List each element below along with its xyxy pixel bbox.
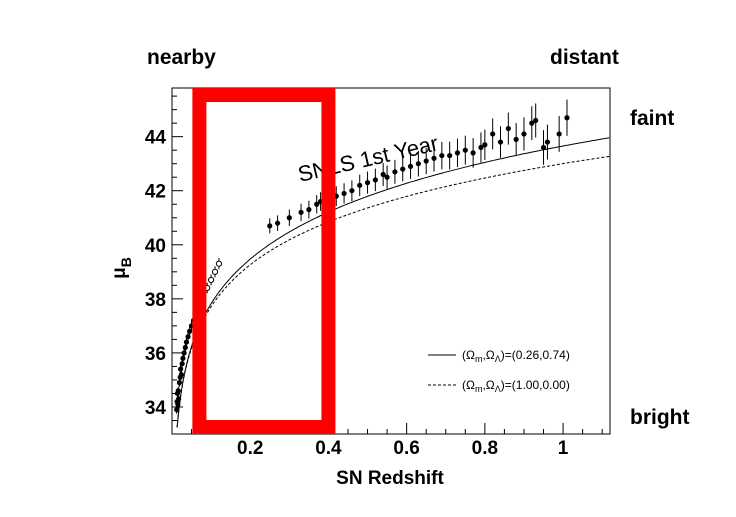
data-point <box>407 163 414 169</box>
data-point <box>513 136 519 142</box>
data-point <box>454 150 461 156</box>
legend-entry-1: (Ωm,ΩΛ)=(0.26,0.74) <box>462 348 570 364</box>
data-point <box>182 344 188 351</box>
label-nearby: nearby <box>147 46 216 69</box>
data-point <box>482 142 488 148</box>
highlight-region <box>192 88 336 434</box>
data-point <box>176 380 183 386</box>
data-point <box>447 152 453 159</box>
y-axis-title-sub: B <box>118 257 134 267</box>
data-point <box>314 201 320 207</box>
curve-lcdm <box>176 137 610 428</box>
data-point <box>372 177 378 183</box>
data-point <box>384 174 390 180</box>
y-tick-label: 34 <box>145 398 167 419</box>
data-point <box>439 152 445 159</box>
x-tick-label: 1 <box>558 438 569 459</box>
data-point <box>380 171 386 178</box>
data-point <box>175 401 181 407</box>
label-distant: distant <box>550 46 619 69</box>
x-tick-label: 0.2 <box>237 438 263 459</box>
data-point <box>274 220 281 226</box>
y-axis-title: μB <box>109 257 134 279</box>
data-point <box>174 407 180 413</box>
x-tick-label: 0.6 <box>393 438 419 459</box>
data-point <box>176 396 182 402</box>
model-curves <box>176 137 610 428</box>
data-point <box>186 328 193 334</box>
data-point <box>462 147 468 153</box>
data-point <box>564 115 570 121</box>
data-point <box>497 139 504 145</box>
data-point <box>400 166 406 172</box>
data-point <box>286 215 292 221</box>
data-point <box>521 131 527 137</box>
data-point <box>178 371 184 378</box>
data-point <box>306 207 312 213</box>
y-tick-label: 36 <box>145 344 166 365</box>
data-point <box>470 150 476 156</box>
y-tick-label: 38 <box>145 290 166 311</box>
data-point <box>179 361 185 367</box>
y-tick-label: 40 <box>145 236 166 257</box>
data-point <box>392 169 398 175</box>
data-point <box>175 388 181 394</box>
data-point <box>529 120 535 126</box>
label-bright: bright <box>630 406 690 429</box>
data-point <box>181 350 187 356</box>
data-point <box>544 139 551 145</box>
tick-labels: 0.2 0.4 0.6 0.8 1 34 36 38 40 42 44 <box>145 128 569 459</box>
data-point <box>505 125 511 132</box>
data-point <box>349 188 355 194</box>
y-axis-title-main: μ <box>109 267 130 279</box>
x-tick-label: 0.8 <box>472 438 498 459</box>
data-point <box>298 209 304 215</box>
data-point <box>490 131 496 137</box>
data-point-open <box>211 268 219 275</box>
data-point <box>415 161 421 167</box>
data-point <box>180 355 186 361</box>
data-point <box>357 182 363 188</box>
data-point <box>556 131 562 137</box>
data-point <box>267 223 273 229</box>
y-tick-label: 42 <box>145 182 166 203</box>
data-point <box>423 158 429 164</box>
data-point <box>341 190 347 197</box>
data-point <box>540 144 547 151</box>
legend-entry-2: (Ωm,ΩΛ)=(1.00,0.00) <box>462 378 570 394</box>
data-point <box>364 180 371 186</box>
x-axis-title: SN Redshift <box>336 468 444 489</box>
data-point-open <box>208 276 215 284</box>
y-tick-label: 44 <box>145 128 167 149</box>
data-point-open <box>215 260 223 267</box>
data-point <box>533 117 539 124</box>
data-point <box>478 144 484 151</box>
x-tick-label: 0.4 <box>315 438 342 459</box>
curve-eds <box>176 155 610 428</box>
legend: (Ωm,ΩΛ)=(0.26,0.74) (Ωm,ΩΛ)=(1.00,0.00) <box>428 348 570 394</box>
label-faint: faint <box>630 107 675 130</box>
plot-area <box>171 87 611 435</box>
data-point <box>431 155 437 161</box>
